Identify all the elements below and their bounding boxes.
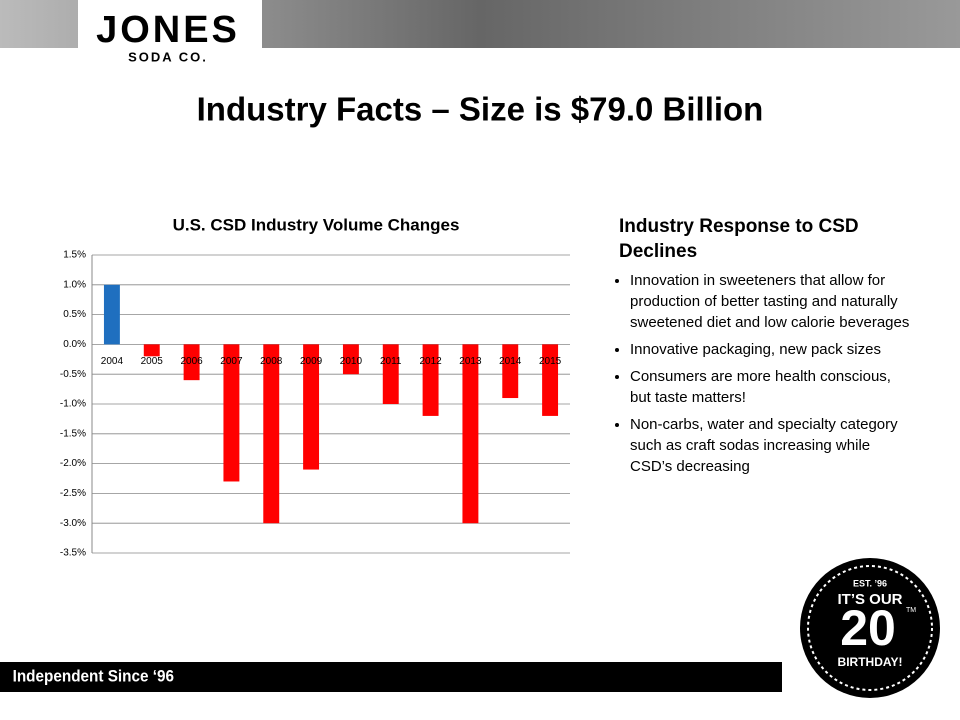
logo-sub: SODA CO.: [128, 49, 208, 64]
bullet: Consumers are more health conscious, but…: [630, 366, 912, 408]
y-tick-label: 1.0%: [63, 279, 86, 290]
x-tick-label: 2015: [539, 356, 562, 367]
bar: [462, 344, 479, 524]
bar: [542, 344, 559, 416]
badge-ring: [807, 565, 933, 691]
x-tick-label: 2008: [260, 356, 283, 367]
bar: [183, 344, 200, 381]
y-tick-label: -1.5%: [60, 428, 86, 439]
x-tick-label: 2010: [340, 356, 363, 367]
y-tick-label: -3.5%: [60, 548, 86, 559]
footer-bar: [0, 662, 782, 692]
x-tick-label: 2006: [180, 356, 203, 367]
y-tick-label: -0.5%: [60, 369, 86, 380]
y-tick-label: -3.0%: [60, 518, 86, 529]
slide-title: Industry Facts – Size is $79.0 Billion: [197, 91, 764, 128]
bar: [303, 344, 320, 470]
logo-box: [78, 0, 262, 66]
badge-number: 20: [840, 600, 896, 656]
side-heading: Industry Response to CSD Declines: [619, 216, 859, 262]
bar: [422, 344, 439, 416]
x-tick-label: 2011: [380, 356, 402, 367]
y-tick-label: -1.0%: [60, 399, 86, 410]
bullet-list: Innovation in sweeteners that allow for …: [612, 270, 912, 477]
x-tick-label: 2012: [419, 356, 442, 367]
bar: [143, 344, 160, 357]
bullet: Innovative packaging, new pack sizes: [630, 339, 912, 360]
x-tick-label: 2009: [300, 356, 323, 367]
y-tick-label: 0.5%: [63, 309, 86, 320]
badge-line1: IT’S OUR: [837, 591, 902, 608]
side-panel: Industry Response to CSD Declines Innova…: [612, 214, 912, 483]
bar: [502, 344, 519, 399]
bar: [103, 284, 120, 345]
x-tick-label: 2007: [220, 356, 243, 367]
x-tick-label: 2005: [141, 356, 164, 367]
footer-text: Independent Since ‘96: [13, 667, 174, 686]
logo: JONES: [96, 9, 240, 51]
bullet: Innovation in sweeteners that allow for …: [630, 270, 912, 333]
y-tick-label: 1.5%: [63, 250, 86, 261]
y-tick-label: 0.0%: [63, 339, 86, 350]
bar: [342, 344, 359, 375]
bar: [263, 344, 280, 524]
bullet: Non-carbs, water and specialty category …: [630, 414, 912, 477]
badge: [800, 558, 940, 698]
y-tick-label: -2.0%: [60, 458, 86, 469]
chart-title: U.S. CSD Industry Volume Changes: [173, 215, 460, 234]
bar: [382, 344, 399, 404]
badge-line2: BIRTHDAY!: [838, 655, 903, 669]
x-tick-label: 2004: [101, 356, 124, 367]
x-tick-label: 2014: [499, 356, 522, 367]
y-tick-label: -2.5%: [60, 488, 86, 499]
bar: [223, 344, 240, 482]
badge-tm: TM: [906, 607, 916, 614]
x-tick-label: 2013: [459, 356, 482, 367]
badge-est: EST. ’96: [853, 578, 887, 588]
